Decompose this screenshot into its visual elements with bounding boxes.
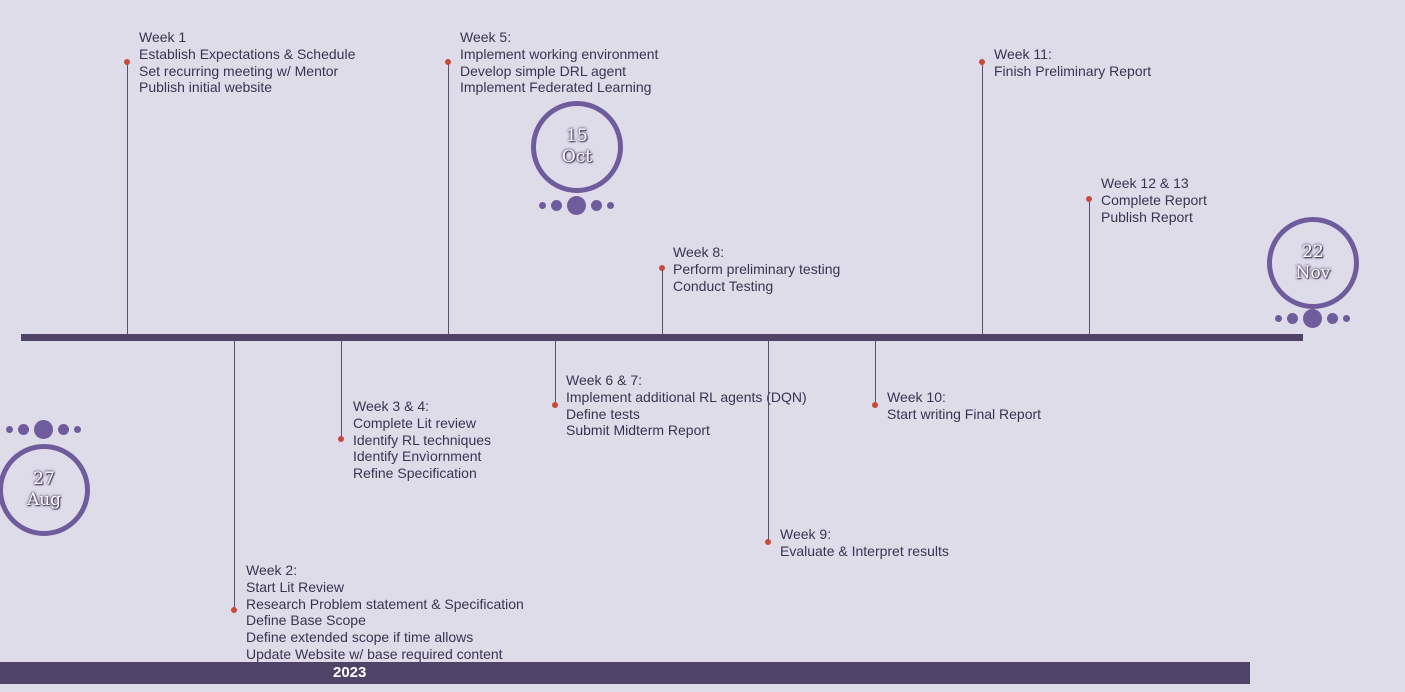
year-bar: 2023 [0, 662, 1250, 684]
milestone-stem-w8 [662, 268, 663, 335]
milestone-task: Publish Report [1101, 208, 1193, 225]
milestone-week-6-7: Week 6 & 7: Implement additional RL agen… [566, 372, 807, 439]
start-date-day: 27 [33, 469, 55, 489]
milestone-task: Perform preliminary testing [673, 260, 841, 277]
bead-icon [5, 425, 13, 433]
milestone-title: Week 3 & 4: [353, 398, 430, 414]
milestone-title: Week 6 & 7: [566, 372, 643, 388]
milestone-marker-w5 [445, 59, 451, 65]
milestone-task: Implement working environment [460, 45, 659, 62]
milestone-stem-w2 [234, 340, 235, 610]
timeline-axis [21, 334, 1303, 341]
milestone-title: Week 1 [139, 29, 187, 45]
bead-icon [1302, 308, 1322, 328]
milestone-title: Week 11: [994, 46, 1052, 62]
start-date-beads [0, 419, 93, 439]
milestone-week-11: Week 11: Finish Preliminary Report [994, 46, 1151, 80]
milestone-marker-w9 [765, 539, 771, 545]
milestone-marker-w10 [872, 402, 878, 408]
bead-icon [17, 423, 29, 435]
milestone-marker-w67 [552, 402, 558, 408]
milestone-task: Research Problem statement & Specificati… [246, 595, 524, 612]
bead-icon [538, 201, 546, 209]
milestone-marker-w2 [231, 607, 237, 613]
bead-icon [73, 425, 81, 433]
start-date-month: Aug [26, 490, 62, 510]
end-date-beads [1262, 308, 1362, 328]
milestone-stem-w10 [875, 340, 876, 405]
milestone-title: Week 5: [460, 29, 512, 45]
milestone-task: Complete Lit review [353, 414, 476, 431]
mid-date-ring: 15 Oct [531, 101, 623, 193]
milestone-week-12-13: Week 12 & 13 Complete Report Publish Rep… [1101, 175, 1207, 225]
milestone-marker-w34 [338, 436, 344, 442]
milestone-task: Publish initial website [139, 79, 273, 96]
end-date-badge: 22 Nov [1262, 217, 1362, 332]
mid-date-month: Oct [561, 147, 593, 167]
milestone-week-3-4: Week 3 & 4: Complete Lit review Identify… [353, 398, 491, 482]
bead-icon [1286, 312, 1298, 324]
milestone-task: Complete Report [1101, 191, 1207, 208]
bead-icon [1326, 312, 1338, 324]
milestone-task: Identify RL techniques [353, 431, 492, 448]
milestone-stem-w11 [982, 62, 983, 335]
milestone-title: Week 8: [673, 244, 725, 260]
milestone-task: Submit Midterm Report [566, 422, 710, 439]
milestone-task: Define tests [566, 405, 640, 422]
milestone-marker-w1 [124, 59, 130, 65]
milestone-week-8: Week 8: Perform preliminary testing Cond… [673, 244, 840, 294]
milestone-week-10: Week 10: Start writing Final Report [887, 389, 1041, 423]
end-date-month: Nov [1295, 263, 1331, 283]
bead-icon [1274, 314, 1282, 322]
milestone-title: Week 9: [780, 526, 832, 542]
milestone-task: Identify Envìornment [353, 448, 482, 465]
milestone-marker-w1213 [1086, 196, 1092, 202]
milestone-task: Set recurring meeting w/ Mentor [139, 62, 339, 79]
milestone-week-9: Week 9: Evaluate & Interpret results [780, 526, 949, 560]
milestone-task: Develop simple DRL agent [460, 62, 627, 79]
milestone-task: Evaluate & Interpret results [780, 542, 949, 559]
milestone-stem-w5 [448, 62, 449, 335]
bead-icon [33, 419, 53, 439]
milestone-marker-w11 [979, 59, 985, 65]
bead-icon [550, 199, 562, 211]
milestone-title: Week 12 & 13 [1101, 175, 1189, 191]
milestone-task: Start Lit Review [246, 578, 345, 595]
milestone-stem-w1213 [1089, 199, 1090, 335]
year-label: 2023 [333, 664, 367, 681]
milestone-week-2: Week 2: Start Lit Review Research Proble… [246, 562, 524, 663]
bead-icon [606, 201, 614, 209]
milestone-stem-w9 [768, 340, 769, 542]
milestone-task: Finish Preliminary Report [994, 62, 1152, 79]
milestone-task: Conduct Testing [673, 277, 774, 294]
milestone-stem-w1 [127, 62, 128, 335]
milestone-task: Establish Expectations & Schedule [139, 45, 356, 62]
start-date-badge: 27 Aug [0, 419, 93, 536]
milestone-task: Update Website w/ base required content [246, 645, 503, 662]
milestone-title: Week 10: [887, 389, 946, 405]
milestone-task: Implement Federated Learning [460, 79, 652, 96]
milestone-task: Refine Specification [353, 465, 477, 482]
start-date-ring: 27 Aug [0, 444, 90, 536]
bead-icon [57, 423, 69, 435]
milestone-week-5: Week 5: Implement working environment De… [460, 29, 658, 96]
mid-date-badge: 15 Oct [526, 101, 626, 216]
end-date-ring: 22 Nov [1267, 217, 1359, 309]
milestone-stem-w34 [341, 340, 342, 439]
end-date-day: 22 [1302, 242, 1324, 262]
milestone-task: Start writing Final Report [887, 405, 1042, 422]
milestone-week-1: Week 1 Establish Expectations & Schedule… [139, 29, 355, 96]
bead-icon [590, 199, 602, 211]
milestone-title: Week 2: [246, 562, 298, 578]
mid-date-day: 15 [566, 126, 588, 146]
milestone-marker-w8 [659, 265, 665, 271]
milestone-task: Implement additional RL agents (DQN) [566, 388, 807, 405]
milestone-stem-w67 [555, 340, 556, 405]
milestone-task: Define extended scope if time allows [246, 629, 474, 646]
milestone-task: Define Base Scope [246, 612, 366, 629]
bead-icon [1342, 314, 1350, 322]
bead-icon [566, 195, 586, 215]
mid-date-beads [526, 195, 626, 215]
